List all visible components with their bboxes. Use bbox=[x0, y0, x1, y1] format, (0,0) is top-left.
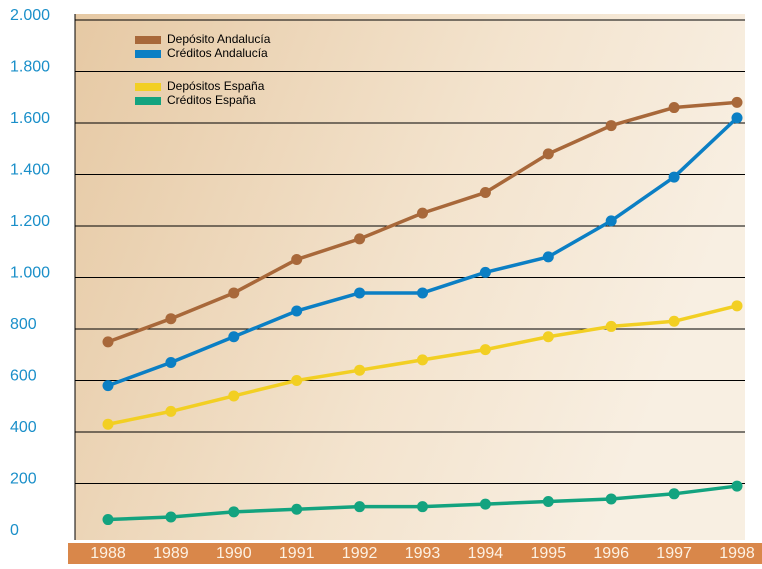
x-tick-label: 1992 bbox=[342, 545, 378, 562]
data-point bbox=[479, 187, 491, 199]
data-point bbox=[165, 313, 177, 325]
data-point bbox=[417, 354, 428, 366]
y-tick-label: 2.000 bbox=[10, 7, 50, 24]
data-point bbox=[228, 390, 240, 402]
x-tick-label: 1996 bbox=[593, 545, 629, 562]
x-tick-label: 1990 bbox=[216, 545, 252, 562]
legend-swatch bbox=[135, 36, 161, 44]
data-point bbox=[417, 287, 428, 299]
x-tick-label: 1988 bbox=[90, 545, 126, 562]
data-point bbox=[605, 493, 617, 505]
data-point bbox=[668, 315, 680, 327]
data-point bbox=[731, 96, 743, 108]
y-tick-label: 1.800 bbox=[10, 59, 50, 76]
data-point bbox=[291, 503, 303, 515]
data-point bbox=[417, 501, 428, 513]
data-point bbox=[291, 305, 303, 317]
data-point bbox=[479, 266, 491, 278]
data-point bbox=[354, 287, 366, 299]
data-point bbox=[731, 300, 743, 312]
y-tick-label: 400 bbox=[10, 419, 37, 436]
data-point bbox=[228, 506, 240, 518]
y-tick-label: 0 bbox=[10, 522, 19, 539]
y-tick-label: 1.400 bbox=[10, 162, 50, 179]
data-point bbox=[228, 331, 240, 343]
legend-label: Depósito Andalucía bbox=[167, 32, 271, 46]
legend-swatch bbox=[135, 50, 161, 58]
legend-label: Depósitos España bbox=[167, 79, 265, 93]
y-tick-label: 800 bbox=[10, 316, 37, 333]
data-point bbox=[668, 171, 680, 183]
data-point bbox=[291, 253, 303, 265]
x-tick-label: 1995 bbox=[531, 545, 567, 562]
data-point bbox=[731, 112, 743, 124]
legend-label: Créditos Andalucía bbox=[167, 46, 268, 60]
data-point bbox=[165, 511, 177, 523]
data-point bbox=[542, 331, 554, 343]
y-tick-label: 600 bbox=[10, 368, 37, 385]
x-tick-label: 1989 bbox=[153, 545, 189, 562]
x-axis-band bbox=[68, 543, 762, 564]
x-tick-label: 1997 bbox=[656, 545, 692, 562]
data-point bbox=[102, 514, 114, 526]
data-point bbox=[731, 480, 743, 492]
legend-swatch bbox=[135, 83, 161, 91]
data-point bbox=[542, 496, 554, 508]
data-point bbox=[605, 215, 617, 227]
data-point bbox=[291, 375, 303, 386]
data-point bbox=[102, 336, 114, 348]
data-point bbox=[102, 380, 114, 392]
data-point bbox=[165, 405, 177, 417]
data-point bbox=[354, 364, 366, 376]
legend-swatch bbox=[135, 97, 161, 105]
data-point bbox=[165, 356, 177, 368]
data-point bbox=[228, 287, 240, 299]
y-tick-label: 1.600 bbox=[10, 110, 50, 127]
legend-label: Créditos España bbox=[167, 93, 256, 107]
y-tick-label: 200 bbox=[10, 471, 37, 488]
data-point bbox=[542, 251, 554, 263]
data-point bbox=[479, 344, 491, 356]
x-tick-label: 1994 bbox=[468, 545, 504, 562]
x-tick-label: 1998 bbox=[719, 545, 755, 562]
x-tick-label: 1993 bbox=[405, 545, 441, 562]
data-point bbox=[102, 418, 114, 430]
data-point bbox=[417, 207, 428, 219]
data-point bbox=[605, 320, 617, 332]
y-tick-label: 1.200 bbox=[10, 213, 50, 230]
x-tick-label: 1991 bbox=[279, 545, 315, 562]
data-point bbox=[668, 488, 680, 500]
y-tick-label: 1.000 bbox=[10, 265, 50, 282]
data-point bbox=[605, 120, 617, 132]
data-point bbox=[542, 148, 554, 160]
data-point bbox=[479, 498, 491, 510]
data-point bbox=[668, 102, 680, 114]
data-point bbox=[354, 233, 366, 245]
data-point bbox=[354, 501, 366, 513]
